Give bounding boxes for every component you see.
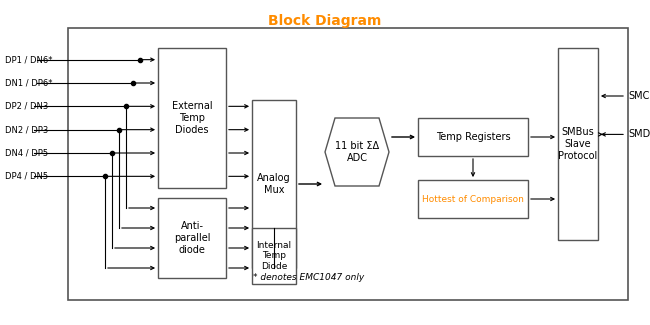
Text: Anti-
parallel
diode: Anti- parallel diode bbox=[174, 221, 210, 254]
Text: Hottest of Comparison: Hottest of Comparison bbox=[422, 194, 524, 203]
Text: Analog
Mux: Analog Mux bbox=[257, 173, 291, 195]
Text: DP1 / DN6*: DP1 / DN6* bbox=[5, 55, 53, 64]
Text: * denotes EMC1047 only: * denotes EMC1047 only bbox=[253, 274, 364, 282]
Text: DP2 / DN3: DP2 / DN3 bbox=[5, 102, 48, 111]
Bar bbox=[252, 228, 296, 284]
Text: External
Temp
Diodes: External Temp Diodes bbox=[172, 101, 213, 135]
Text: Internal
Temp
Diode: Internal Temp Diode bbox=[257, 241, 292, 271]
Text: Block Diagram: Block Diagram bbox=[268, 14, 382, 28]
Text: DN1 / DP6*: DN1 / DP6* bbox=[5, 79, 53, 87]
Text: DP4 / DN5: DP4 / DN5 bbox=[5, 172, 48, 181]
Polygon shape bbox=[325, 118, 389, 186]
Bar bbox=[418, 118, 528, 156]
Bar bbox=[158, 198, 226, 278]
Text: Temp Registers: Temp Registers bbox=[436, 132, 510, 142]
Bar bbox=[252, 100, 296, 268]
Text: DN4 / DP5: DN4 / DP5 bbox=[5, 149, 48, 158]
Text: DN2 / DP3: DN2 / DP3 bbox=[5, 125, 48, 134]
Text: SMDATA: SMDATA bbox=[628, 129, 650, 139]
Text: SMCLK: SMCLK bbox=[628, 91, 650, 101]
Bar bbox=[558, 48, 598, 240]
Bar bbox=[68, 28, 628, 300]
Text: 11 bit ΣΔ
ADC: 11 bit ΣΔ ADC bbox=[335, 141, 379, 163]
Bar bbox=[158, 48, 226, 188]
Text: SMBus
Slave
Protocol: SMBus Slave Protocol bbox=[558, 127, 597, 161]
Bar bbox=[418, 180, 528, 218]
